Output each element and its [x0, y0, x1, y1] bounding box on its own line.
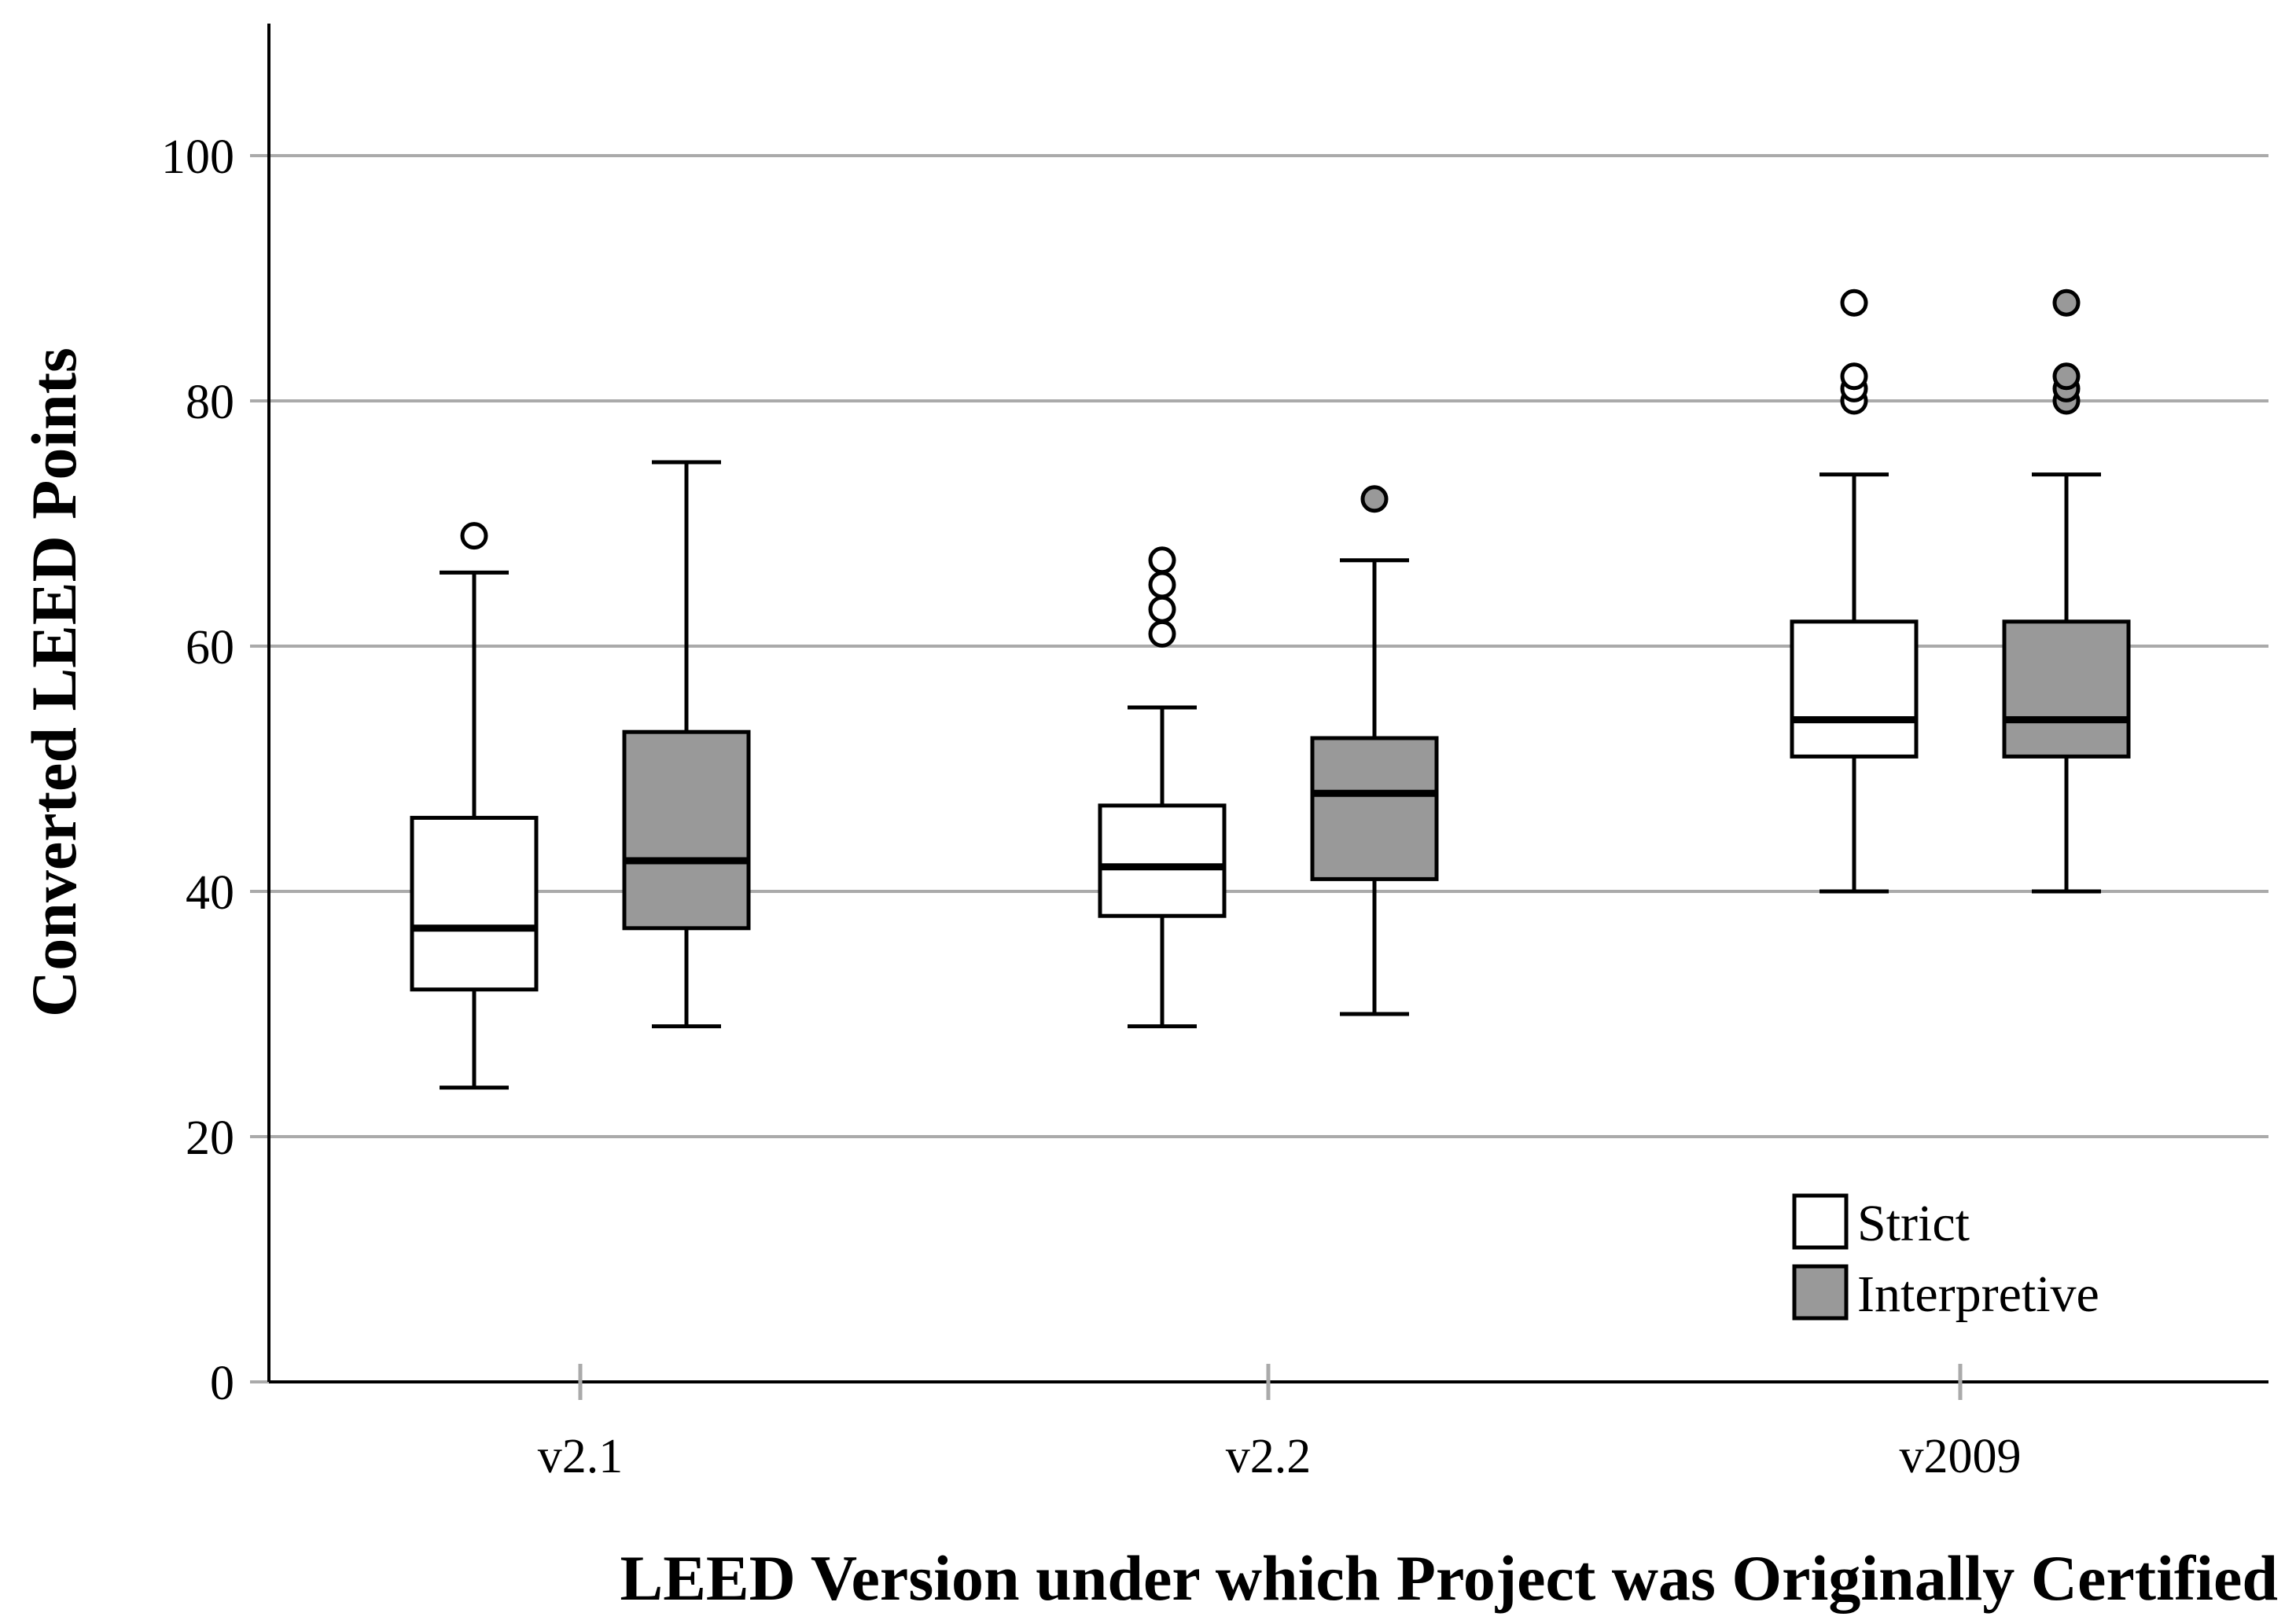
outlier-point [2052, 362, 2081, 391]
y-tick-label-100: 100 [161, 130, 234, 184]
legend-label-interpretive: Interpretive [1857, 1266, 2099, 1323]
legend-swatch-interpretive [1792, 1264, 1849, 1321]
x-tick-label-v2.1: v2.1 [538, 1430, 624, 1483]
outlier-point [1148, 595, 1176, 623]
y-tick-label-40: 40 [186, 866, 234, 920]
outlier-point [1360, 485, 1389, 513]
iqr-box [410, 815, 539, 992]
iqr-box [622, 729, 751, 931]
outlier-point [2052, 288, 2081, 317]
legend-label-strict: Strict [1857, 1195, 1970, 1252]
legend: Strict Interpretive [1792, 1193, 2099, 1323]
y-tick-label-0: 0 [210, 1357, 234, 1410]
box-strict-v2-1 [410, 522, 539, 1090]
outlier-point [1148, 571, 1176, 599]
y-tick-label-80: 80 [186, 376, 234, 429]
box-interpretive-v2-1 [622, 460, 751, 1029]
y-tick-label-20: 20 [186, 1111, 234, 1165]
iqr-box [1310, 736, 1439, 881]
y-axis-title: Converted LEED Points [18, 347, 90, 1017]
legend-swatch-strict [1792, 1193, 1849, 1250]
outlier-point [460, 522, 488, 550]
box-interpretive-v2009 [2002, 288, 2131, 894]
y-tick-label-60: 60 [186, 621, 234, 674]
outlier-point [1148, 546, 1176, 575]
outlier-point [1840, 362, 1868, 391]
box-strict-v2-2 [1098, 546, 1227, 1029]
outlier-point [1840, 288, 1868, 317]
gridlines [269, 154, 2268, 1138]
box-strict-v2009 [1790, 288, 1919, 894]
x-axis-title: LEED Version under which Project was Ori… [620, 1542, 2278, 1614]
outlier-point [1148, 619, 1176, 648]
box-interpretive-v2-2 [1310, 485, 1439, 1016]
x-tick-label-v2009: v2009 [1900, 1430, 2022, 1483]
iqr-box [1790, 619, 1919, 759]
axes: 0 20 40 60 80 100 v2.1 v2.2 v2009 [161, 24, 2268, 1483]
box-series [410, 288, 2131, 1090]
iqr-box [1098, 803, 1227, 918]
x-tick-label-v2.2: v2.2 [1226, 1430, 1312, 1483]
iqr-box [2002, 619, 2131, 759]
